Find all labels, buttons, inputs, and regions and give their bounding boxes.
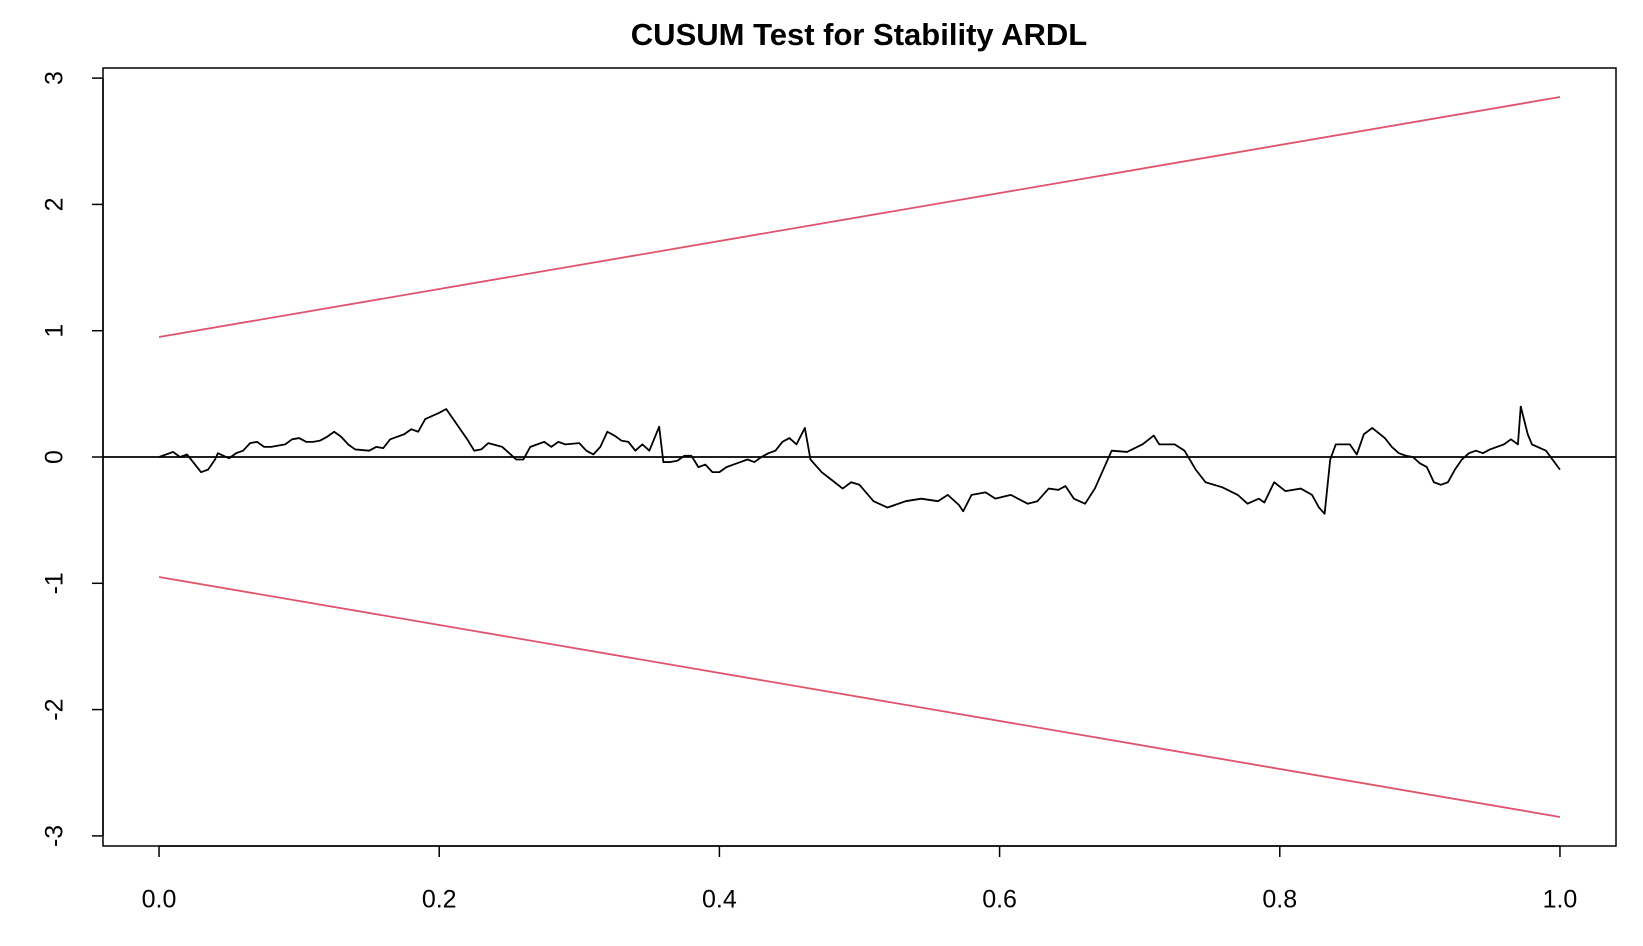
y-tick-label: -1: [41, 572, 69, 594]
chart-title: CUSUM Test for Stability ARDL: [631, 17, 1087, 52]
y-tick-label: -2: [41, 698, 69, 720]
x-tick-label: 0.0: [142, 886, 177, 914]
series-line: [158, 405, 1561, 515]
y-tick-label: 3: [41, 71, 69, 85]
x-tick-label: 0.2: [422, 886, 457, 914]
y-tick-label: 2: [41, 197, 69, 211]
y-tick-label: -3: [41, 825, 69, 847]
x-tick-label: 0.6: [982, 886, 1017, 914]
series-line: [158, 576, 1561, 818]
x-tick-label: 1.0: [1543, 886, 1578, 914]
series-line: [158, 96, 1561, 338]
y-tick-label: 0: [41, 450, 69, 464]
x-tick-label: 0.8: [1262, 886, 1297, 914]
x-tick-label: 0.4: [702, 886, 737, 914]
y-tick-label: 1: [41, 324, 69, 338]
